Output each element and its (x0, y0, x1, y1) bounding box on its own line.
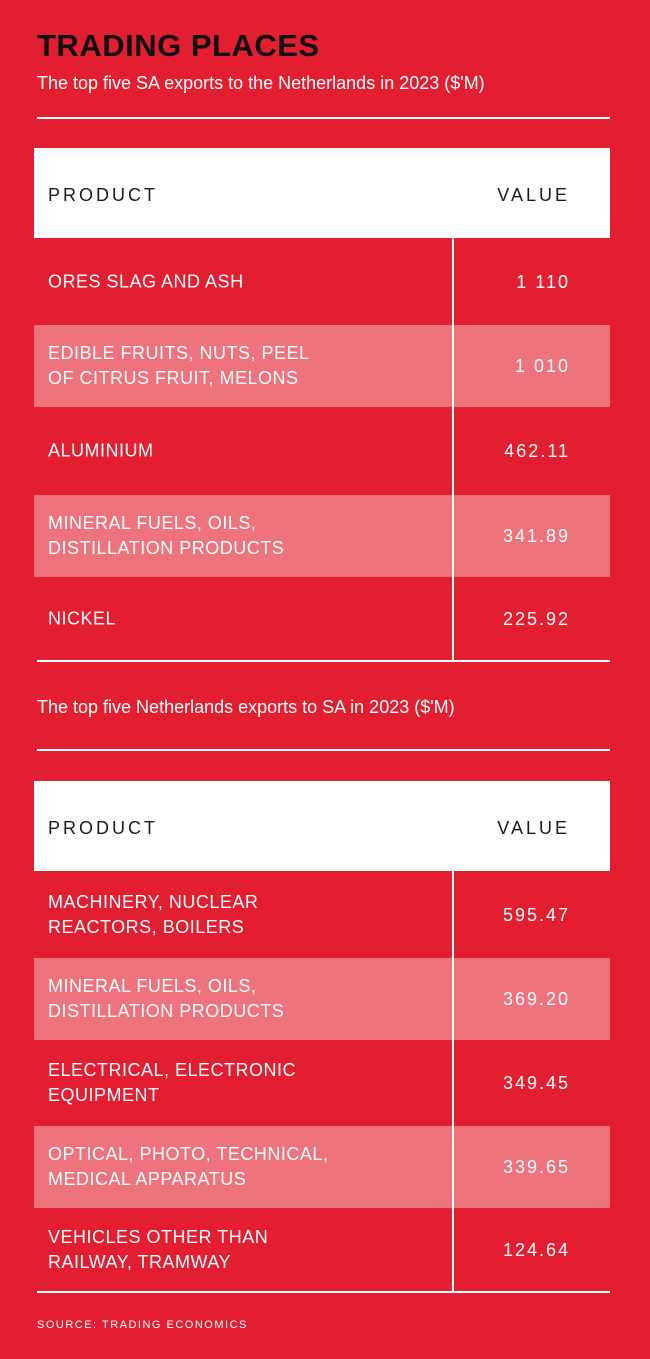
table-row: ORES SLAG AND ASH 1 110 (34, 238, 610, 325)
product-cell: OPTICAL, PHOTO, TECHNICAL, MEDICAL APPAR… (48, 1144, 329, 1189)
value-cell: 124.64 (502, 1239, 570, 1260)
table1-header-product: PRODUCT (48, 185, 158, 205)
table2: PRODUCT VALUE MACHINERY, NUCLEAR REACTOR… (34, 781, 610, 1291)
table-row: MINERAL FUELS, OILS, DISTILLATION PRODUC… (34, 495, 610, 577)
table2-subtitle: The top five Netherlands exports to SA i… (37, 697, 455, 717)
table-row: ALUMINIUM 462.11 (34, 407, 610, 495)
table2-header-value: VALUE (497, 818, 570, 838)
product-cell: ALUMINIUM (48, 440, 154, 461)
value-cell: 1 110 (516, 271, 570, 292)
table1: PRODUCT VALUE ORES SLAG AND ASH 1 110 ED… (34, 148, 610, 660)
product-cell: MINERAL FUELS, OILS, DISTILLATION PRODUC… (48, 976, 285, 1021)
table2-header: PRODUCT VALUE (34, 781, 610, 871)
table-row: MACHINERY, NUCLEAR REACTORS, BOILERS 595… (34, 871, 610, 958)
table-row: EDIBLE FRUITS, NUTS, PEEL OF CITRUS FRUI… (34, 325, 610, 407)
product-cell: NICKEL (48, 608, 117, 628)
value-cell: 1 010 (514, 356, 570, 376)
value-cell: 462.11 (504, 441, 570, 461)
table1-bottom-rule (37, 660, 610, 662)
table1-header-value: VALUE (497, 185, 570, 205)
table1-header: PRODUCT VALUE (34, 148, 610, 238)
value-cell: 341.89 (502, 526, 570, 546)
product-cell: MINERAL FUELS, OILS, DISTILLATION PRODUC… (48, 513, 285, 558)
value-cell: 595.47 (502, 904, 570, 925)
table1-subtitle: The top five SA exports to the Netherlan… (37, 73, 485, 93)
product-cell: EDIBLE FRUITS, NUTS, PEEL OF CITRUS FRUI… (48, 343, 310, 388)
table-row: NICKEL 225.92 (34, 577, 610, 660)
product-cell: MACHINERY, NUCLEAR REACTORS, BOILERS (48, 891, 259, 937)
table1-top-rule (37, 117, 610, 119)
column-divider (452, 871, 454, 1291)
value-cell: 369.20 (502, 989, 570, 1009)
product-cell: ORES SLAG AND ASH (48, 271, 244, 291)
source-note: SOURCE: TRADING ECONOMICS (37, 1319, 248, 1331)
table2-top-rule (37, 749, 610, 751)
page-title: TRADING PLACES (37, 28, 320, 63)
value-cell: 225.92 (502, 608, 570, 629)
table-row: ELECTRICAL, ELECTRONIC EQUIPMENT 349.45 (34, 1040, 610, 1126)
table-row: VEHICLES OTHER THAN RAILWAY, TRAMWAY 124… (34, 1208, 610, 1291)
table2-bottom-rule (37, 1291, 610, 1293)
value-cell: 339.65 (502, 1157, 570, 1177)
table-row: OPTICAL, PHOTO, TECHNICAL, MEDICAL APPAR… (34, 1126, 610, 1208)
column-divider (452, 238, 454, 660)
value-cell: 349.45 (502, 1073, 570, 1093)
product-cell: ELECTRICAL, ELECTRONIC EQUIPMENT (48, 1060, 297, 1105)
table2-header-product: PRODUCT (48, 818, 158, 838)
product-cell: VEHICLES OTHER THAN RAILWAY, TRAMWAY (48, 1226, 269, 1272)
table-row: MINERAL FUELS, OILS, DISTILLATION PRODUC… (34, 958, 610, 1040)
